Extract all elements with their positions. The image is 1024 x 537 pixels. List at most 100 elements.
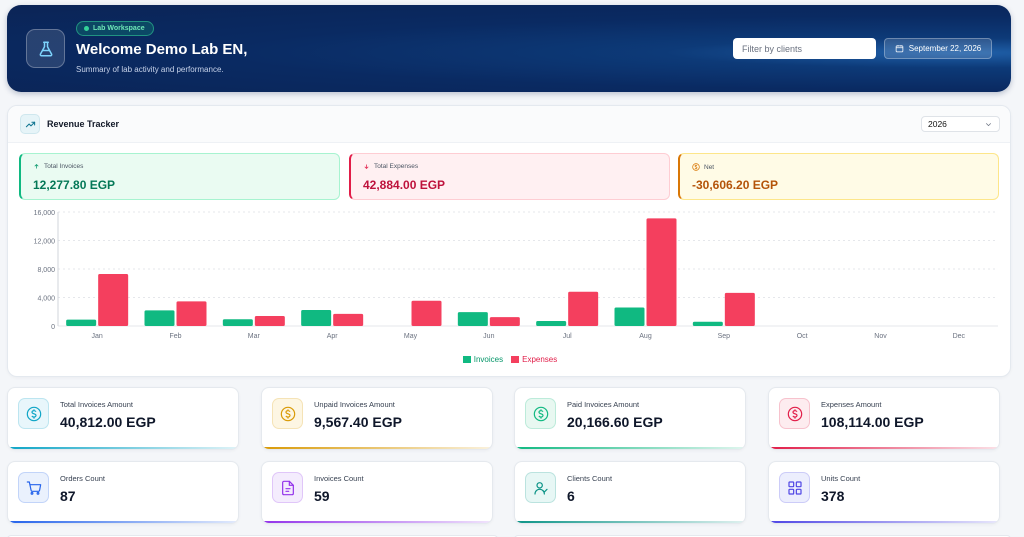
- chart-legend: Invoices Expenses: [8, 355, 1012, 364]
- year-value: 2026: [928, 119, 947, 129]
- stat-card-unpaid-invoices-amount[interactable]: Unpaid Invoices Amount 9,567.40 EGP: [261, 387, 493, 450]
- x-tick-label: Jul: [563, 333, 572, 340]
- users-icon: [525, 472, 556, 503]
- bar-invoices-jul: [536, 321, 567, 326]
- x-tick-label: Nov: [874, 333, 887, 340]
- kpi-expenses-label-row: Total Expenses: [363, 163, 418, 170]
- stat-card-total-invoices-amount[interactable]: Total Invoices Amount 40,812.00 EGP: [7, 387, 239, 450]
- workspace-badge-label: Lab Workspace: [93, 25, 145, 32]
- y-tick-label: 0: [51, 324, 55, 331]
- dollar-icon: [525, 398, 556, 429]
- bar-invoices-apr: [301, 309, 332, 326]
- kpi-invoices-label-row: Total Invoices: [33, 163, 83, 170]
- x-tick-label: Mar: [248, 333, 261, 340]
- panel-header: Revenue Tracker 2026: [8, 106, 1010, 143]
- bar-expenses-jul: [568, 291, 599, 326]
- legend-item-expenses[interactable]: Expenses: [511, 355, 557, 364]
- y-tick-label: 4,000: [37, 296, 55, 303]
- date-picker-button[interactable]: September 22, 2026: [884, 38, 992, 59]
- bar-invoices-mar: [222, 319, 253, 326]
- calendar-icon: [895, 45, 903, 53]
- bar-expenses-aug: [646, 218, 677, 326]
- stat-accent-bar: [8, 447, 238, 449]
- cart-icon: [18, 472, 49, 503]
- x-tick-label: Jan: [92, 333, 103, 340]
- stat-value: 108,114.00 EGP: [821, 414, 924, 430]
- bar-expenses-apr: [333, 313, 364, 326]
- stat-card-clients-count[interactable]: Clients Count 6: [514, 461, 746, 524]
- stat-accent-bar: [262, 521, 492, 523]
- kpi-net-label-row: Net: [692, 163, 714, 171]
- stat-card-units-count[interactable]: Units Count 378: [768, 461, 1000, 524]
- trending-up-icon: [20, 114, 40, 134]
- bar-expenses-feb: [176, 301, 207, 326]
- page-subtitle: Summary of lab activity and performance.: [76, 65, 224, 74]
- kpi-total-invoices: Total Invoices 12,277.80 EGP: [19, 153, 340, 200]
- stat-label: Units Count: [821, 474, 861, 483]
- stat-label: Clients Count: [567, 474, 613, 483]
- legend-swatch: [462, 356, 471, 363]
- grid-icon: [779, 472, 810, 503]
- stat-label: Paid Invoices Amount: [567, 400, 640, 409]
- y-tick-label: 8,000: [37, 267, 55, 274]
- kpi-value: -30,606.20 EGP: [692, 178, 779, 192]
- status-dot: [84, 26, 89, 31]
- client-filter-input[interactable]: [733, 38, 876, 59]
- arrow-up-icon: [34, 163, 39, 169]
- bar-expenses-mar: [254, 316, 285, 326]
- dollar-icon: [18, 398, 49, 429]
- stat-value: 9,567.40 EGP: [314, 414, 402, 430]
- dollar-icon: [779, 398, 810, 429]
- kpi-value: 42,884.00 EGP: [363, 178, 446, 192]
- x-tick-label: Sep: [718, 333, 731, 340]
- kpi-label: Net: [704, 163, 715, 171]
- legend-label: Invoices: [473, 355, 504, 364]
- bar-invoices-feb: [144, 310, 175, 326]
- stat-accent-bar: [769, 521, 999, 523]
- stat-label: Invoices Count: [314, 474, 364, 483]
- kpi-total-expenses: Total Expenses 42,884.00 EGP: [349, 153, 670, 200]
- stat-value: 6: [567, 488, 575, 504]
- bar-invoices-jan: [66, 319, 97, 326]
- stat-card-expenses-amount[interactable]: Expenses Amount 108,114.00 EGP: [768, 387, 1000, 450]
- legend-item-invoices[interactable]: Invoices: [462, 355, 504, 364]
- kpi-value: 12,277.80 EGP: [33, 178, 116, 192]
- y-tick-label: 16,000: [34, 210, 56, 217]
- stat-value: 378: [821, 488, 845, 504]
- year-select[interactable]: 2026: [921, 116, 1000, 132]
- kpi-label: Total Invoices: [44, 163, 84, 170]
- chevron-down-icon: [985, 123, 992, 127]
- stat-value: 40,812.00 EGP: [60, 414, 156, 430]
- y-tick-label: 12,000: [34, 239, 56, 246]
- date-label: September 22, 2026: [908, 44, 982, 53]
- stat-card-paid-invoices-amount[interactable]: Paid Invoices Amount 20,166.60 EGP: [514, 387, 746, 450]
- bar-invoices-jun: [457, 312, 488, 326]
- legend-label: Expenses: [522, 355, 558, 364]
- stat-value: 20,166.60 EGP: [567, 414, 663, 430]
- stat-accent-bar: [515, 521, 745, 523]
- stat-value: 59: [314, 488, 330, 504]
- x-tick-label: Jun: [483, 333, 494, 340]
- kpi-net: Net -30,606.20 EGP: [678, 153, 999, 200]
- bar-invoices-aug: [614, 307, 645, 326]
- stat-label: Total Invoices Amount: [60, 400, 133, 409]
- bar-expenses-jan: [98, 273, 129, 326]
- stat-value: 87: [60, 488, 76, 504]
- stat-card-orders-count[interactable]: Orders Count 87: [7, 461, 239, 524]
- x-tick-label: Dec: [953, 333, 966, 340]
- stat-accent-bar: [262, 447, 492, 449]
- dollar-icon: [692, 163, 700, 171]
- revenue-tracker-panel: Revenue Tracker 2026 Total Invoices 12,2…: [7, 105, 1011, 377]
- legend-swatch: [511, 356, 520, 363]
- revenue-bar-chart: 16,000 12,000 8,000 4,000 0 Jan Feb Mar Apr May Ju…: [34, 210, 998, 340]
- welcome-banner: Lab Workspace Welcome Demo Lab EN, Summa…: [7, 5, 1011, 92]
- x-tick-label: Aug: [639, 333, 652, 340]
- workspace-badge: Lab Workspace: [76, 21, 154, 36]
- x-tick-label: Oct: [797, 333, 808, 340]
- arrow-down-icon: [364, 164, 369, 170]
- document-icon: [272, 472, 303, 503]
- bar-expenses-sep: [724, 292, 755, 326]
- stat-card-invoices-count[interactable]: Invoices Count 59: [261, 461, 493, 524]
- x-tick-label: Feb: [169, 333, 181, 340]
- stat-label: Expenses Amount: [821, 400, 882, 409]
